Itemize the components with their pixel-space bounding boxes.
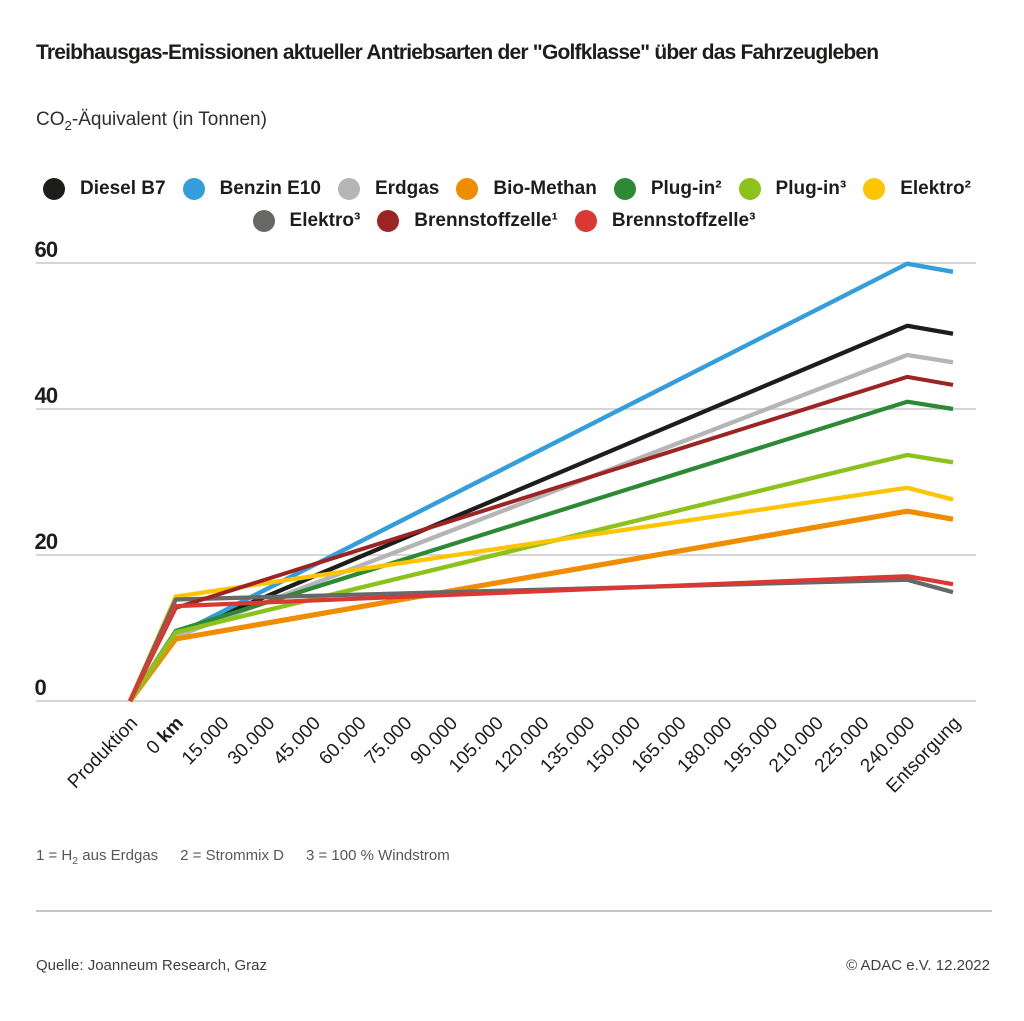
svg-text:40: 40	[35, 383, 58, 408]
svg-text:15.000: 15.000	[178, 713, 233, 769]
svg-text:Produktion: Produktion	[64, 713, 142, 793]
svg-text:75.000: 75.000	[361, 713, 416, 769]
svg-text:20: 20	[35, 529, 58, 554]
svg-text:0: 0	[35, 675, 47, 700]
svg-text:60.000: 60.000	[315, 713, 370, 769]
svg-text:45.000: 45.000	[270, 713, 325, 769]
svg-text:60: 60	[35, 237, 58, 262]
svg-text:30.000: 30.000	[224, 713, 279, 769]
